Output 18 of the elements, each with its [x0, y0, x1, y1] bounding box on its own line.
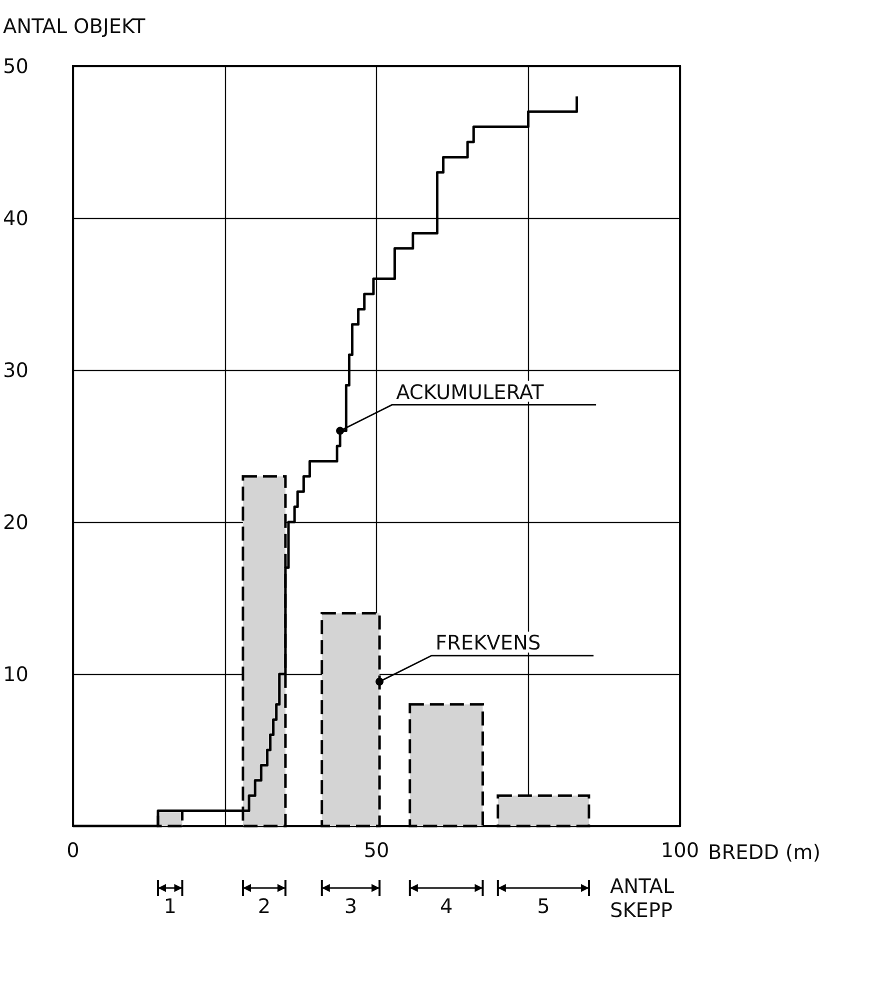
y-tick-label: 30	[3, 358, 28, 382]
text: 2	[258, 894, 271, 918]
y-tick-label: 20	[3, 510, 28, 534]
x-tick-label: 0	[66, 838, 80, 862]
y-axis-title: ANTAL OBJEKT	[3, 14, 146, 38]
x-tick-label: 50	[364, 838, 390, 862]
x-axis-title: BREDD (m)	[708, 840, 820, 864]
text: 5	[537, 894, 550, 918]
annotation: ACKUMULERAT	[396, 380, 544, 404]
y-tick-label: 10	[3, 662, 28, 686]
x-tick-label: 100	[660, 838, 700, 862]
text: 3	[344, 894, 358, 918]
text: ANTAL SKEPP	[610, 874, 675, 922]
text: 4	[440, 894, 453, 918]
y-tick-label: 40	[3, 206, 28, 230]
y-tick-label: 50	[3, 54, 28, 78]
annotation: FREKVENS	[436, 630, 541, 655]
text: 1	[164, 894, 176, 918]
